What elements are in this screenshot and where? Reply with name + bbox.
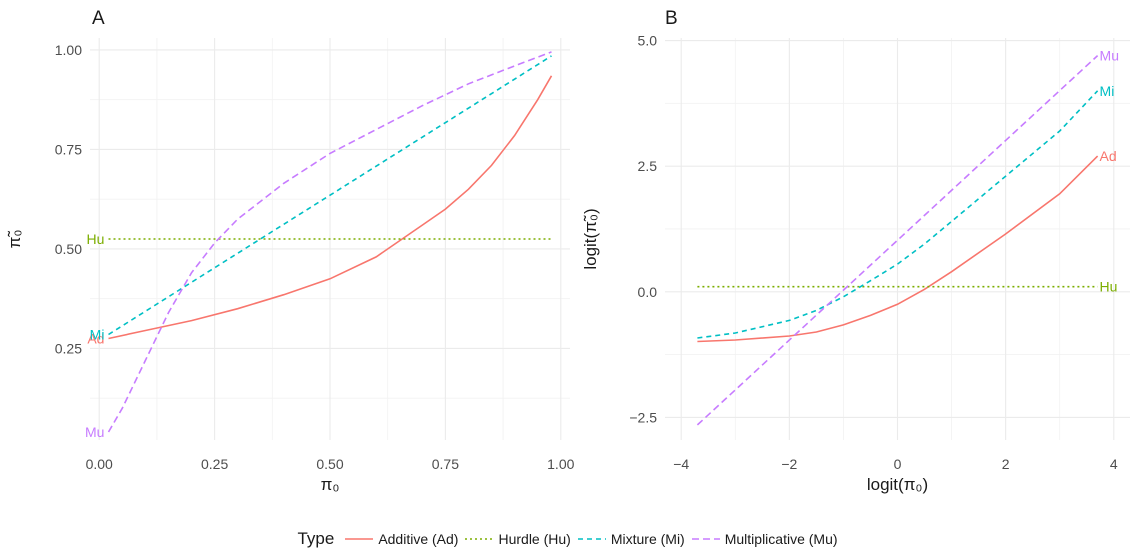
legend-item-multiplicative: Multiplicative (Mu): [691, 531, 838, 547]
panel-A: 0.00 0.25 0.50 0.75 1.00 0.25 0.50 0.75 1.00 Ad Hu…: [5, 8, 575, 494]
x-tick-label: 4: [1110, 456, 1118, 472]
panel-tag: A: [92, 8, 105, 29]
series-end-label-hurdle: Hu: [1100, 279, 1118, 295]
y-axis-title: π̃₀: [5, 230, 24, 249]
legend-key-multiplicative: [691, 538, 720, 540]
legend: Type Additive (Ad) Hurdle (Hu) Mixture (…: [0, 524, 1141, 554]
legend-item-hurdle: Hurdle (Hu): [464, 531, 571, 547]
series-line-multiplicative: [107, 51, 552, 433]
series-end-label-hurdle: Hu: [87, 231, 105, 247]
x-tick-label: 0: [894, 456, 902, 472]
series-line-multiplicative: [696, 55, 1099, 426]
x-tick-label: 0.75: [432, 456, 459, 472]
figure: 0.00 0.25 0.50 0.75 1.000.250.500.751.00AdHu…: [5, 8, 1130, 494]
y-tick-label: 0.25: [55, 340, 82, 356]
legend-label-hurdle: Hurdle (Hu): [498, 531, 571, 547]
legend-label-additive: Additive (Ad): [378, 531, 459, 547]
y-tick-label: 0.0: [638, 284, 658, 300]
legend-key-additive: [345, 538, 374, 540]
legend-item-additive: Additive (Ad): [344, 531, 458, 547]
series-end-label-additive: Ad: [87, 331, 104, 347]
series-line-additive: [697, 155, 1099, 343]
x-tick-label: 1.00: [547, 456, 574, 472]
y-tick-label: 0.50: [55, 241, 82, 257]
x-tick-label: −2: [781, 456, 797, 472]
series-end-label-additive: Ad: [1100, 148, 1117, 164]
panel-tag: B: [665, 8, 678, 29]
legend-key-mixture: [577, 538, 606, 540]
x-tick-label: 2: [1002, 456, 1010, 472]
y-tick-label: 0.75: [55, 141, 82, 157]
legend-label-mixture: Mixture (Mi): [610, 531, 685, 547]
series-line-mixture: [697, 90, 1099, 339]
y-axis-title: logit(π̃₀): [581, 208, 600, 269]
x-axis-title: logit(π₀): [867, 475, 928, 494]
x-axis-title: π₀: [321, 475, 340, 494]
y-tick-label: −2.5: [629, 409, 657, 425]
x-tick-label: −4: [673, 456, 689, 472]
legend-item-mixture: Mixture (Mi): [577, 531, 685, 547]
series-line-mixture: [108, 55, 552, 336]
y-tick-label: 5.0: [638, 33, 658, 49]
series-end-label-multiplicative: Mu: [1100, 48, 1119, 64]
legend-title: Type: [297, 529, 335, 548]
y-tick-label: 2.5: [638, 158, 658, 174]
series-end-label-multiplicative: Mu: [85, 424, 104, 440]
legend-key-hurdle: [465, 538, 494, 540]
series-end-label-mixture: Mi: [90, 327, 105, 343]
series-line-additive: [108, 75, 553, 340]
legend-label-multiplicative: Multiplicative (Mu): [724, 531, 838, 547]
y-tick-label: 1.00: [55, 42, 82, 58]
x-tick-label: 0.00: [86, 456, 113, 472]
series-end-label-mixture: Mi: [1100, 83, 1115, 99]
x-tick-label: 0.25: [201, 456, 228, 472]
x-tick-label: 0.50: [316, 456, 343, 472]
